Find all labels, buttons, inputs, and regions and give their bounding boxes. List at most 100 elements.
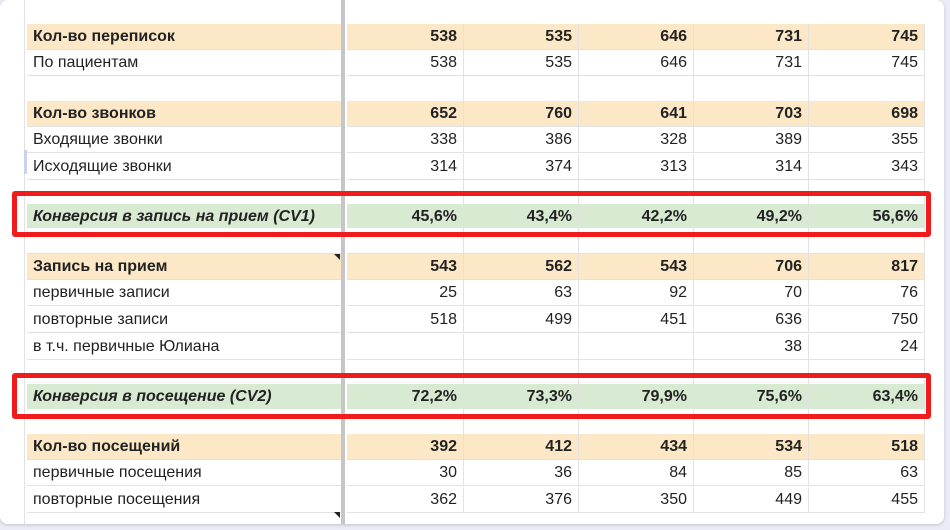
value-cell[interactable]: 499 xyxy=(464,307,579,333)
value-cell[interactable] xyxy=(809,409,925,435)
conversion-row: Конверсия в запись на прием (CV1) 45,6% 43… xyxy=(0,204,925,230)
value-cell[interactable]: 703 xyxy=(694,101,809,127)
value-cell[interactable]: 374 xyxy=(464,154,579,180)
value-cell[interactable]: 24 xyxy=(809,334,925,360)
row-label-cell[interactable] xyxy=(27,76,344,102)
row-selection-marker xyxy=(24,150,27,174)
value-cell[interactable]: 646 xyxy=(579,24,694,50)
value-cell[interactable] xyxy=(809,76,925,102)
value-cell[interactable]: 392 xyxy=(347,434,464,460)
value-cell[interactable]: 518 xyxy=(809,434,925,460)
value-cell[interactable]: 543 xyxy=(579,254,694,280)
value-cell[interactable]: 338 xyxy=(347,127,464,153)
value-cell[interactable]: 376 xyxy=(464,487,579,513)
value-cell[interactable]: 534 xyxy=(694,434,809,460)
row-label-cell[interactable]: Входящие звонки xyxy=(27,127,344,153)
value-cell[interactable]: 543 xyxy=(347,254,464,280)
value-cell[interactable]: 641 xyxy=(579,101,694,127)
value-cell[interactable]: 314 xyxy=(347,154,464,180)
value-cell[interactable]: 362 xyxy=(347,487,464,513)
row-label-cell[interactable]: повторные посещения xyxy=(27,487,344,513)
value-cell[interactable]: 535 xyxy=(464,24,579,50)
value-cell[interactable] xyxy=(347,409,464,435)
value-cell[interactable]: 455 xyxy=(809,487,925,513)
value-cell[interactable]: 646 xyxy=(579,50,694,76)
value-cell[interactable] xyxy=(464,334,579,360)
value-cell[interactable]: 43,4% xyxy=(464,204,579,230)
value-cell[interactable]: 313 xyxy=(579,154,694,180)
value-cell[interactable]: 760 xyxy=(464,101,579,127)
value-cell[interactable]: 92 xyxy=(579,280,694,306)
value-cell[interactable]: 386 xyxy=(464,127,579,153)
value-cell[interactable]: 63 xyxy=(809,460,925,486)
value-cell[interactable]: 652 xyxy=(347,101,464,127)
table-row: в т.ч. первичные Юлиана 38 24 xyxy=(0,334,925,360)
row-label-cell[interactable]: повторные записи xyxy=(27,307,344,333)
value-cell[interactable]: 518 xyxy=(347,307,464,333)
value-cell[interactable]: 70 xyxy=(694,280,809,306)
value-cell[interactable]: 42,2% xyxy=(579,204,694,230)
row-label-cell[interactable]: первичные посещения xyxy=(27,460,344,486)
value-cell[interactable]: 63 xyxy=(464,280,579,306)
value-cell[interactable] xyxy=(347,76,464,102)
value-cell[interactable]: 328 xyxy=(579,127,694,153)
value-cell[interactable]: 451 xyxy=(579,307,694,333)
value-cell[interactable]: 45,6% xyxy=(347,204,464,230)
value-cell[interactable]: 562 xyxy=(464,254,579,280)
cv2-highlight-box xyxy=(12,373,931,419)
value-cell[interactable] xyxy=(579,334,694,360)
row-label-cell[interactable]: первичные записи xyxy=(27,280,344,306)
value-cell[interactable]: 79,9% xyxy=(579,384,694,410)
value-cell[interactable]: 535 xyxy=(464,50,579,76)
value-cell[interactable]: 636 xyxy=(694,307,809,333)
row-label-cell[interactable]: Кол-во посещений xyxy=(27,434,344,460)
section-header-row: Запись на прием 543 562 543 706 817 xyxy=(0,254,925,280)
value-cell[interactable]: 731 xyxy=(694,24,809,50)
value-cell[interactable]: 343 xyxy=(809,154,925,180)
row-label-cell[interactable]: Кол-во переписок xyxy=(27,24,344,50)
value-cell[interactable] xyxy=(579,76,694,102)
value-cell[interactable]: 36 xyxy=(464,460,579,486)
row-header-edge xyxy=(24,0,25,524)
value-cell[interactable]: 355 xyxy=(809,127,925,153)
value-cell[interactable]: 314 xyxy=(694,154,809,180)
value-cell[interactable]: 75,6% xyxy=(694,384,809,410)
value-cell[interactable]: 73,3% xyxy=(464,384,579,410)
row-label-cell[interactable]: По пациентам xyxy=(27,50,344,76)
row-label-cell[interactable]: Конверсия в посещение (CV2) xyxy=(27,384,344,410)
value-cell[interactable] xyxy=(464,76,579,102)
value-cell[interactable]: 538 xyxy=(347,24,464,50)
value-cell[interactable]: 412 xyxy=(464,434,579,460)
value-cell[interactable]: 750 xyxy=(809,307,925,333)
value-cell[interactable]: 449 xyxy=(694,487,809,513)
value-cell[interactable]: 85 xyxy=(694,460,809,486)
frozen-column-divider[interactable] xyxy=(341,0,345,524)
cv1-highlight-box xyxy=(12,191,931,237)
value-cell[interactable]: 698 xyxy=(809,101,925,127)
value-cell[interactable]: 25 xyxy=(347,280,464,306)
note-indicator-icon[interactable] xyxy=(334,512,340,518)
value-cell[interactable]: 76 xyxy=(809,280,925,306)
value-cell[interactable] xyxy=(464,409,579,435)
row-label-cell[interactable]: в т.ч. первичные Юлиана xyxy=(27,334,344,360)
row-label-cell[interactable]: Кол-во звонков xyxy=(27,101,344,127)
value-cell[interactable]: 706 xyxy=(694,254,809,280)
row-label-cell[interactable]: Конверсия в запись на прием (CV1) xyxy=(27,204,344,230)
note-indicator-icon[interactable] xyxy=(334,254,340,260)
value-cell[interactable]: 30 xyxy=(347,460,464,486)
value-cell[interactable]: 350 xyxy=(579,487,694,513)
value-cell[interactable]: 817 xyxy=(809,254,925,280)
row-label-cell[interactable]: Запись на прием xyxy=(27,254,344,280)
value-cell[interactable]: 56,6% xyxy=(809,204,925,230)
value-cell[interactable]: 538 xyxy=(347,50,464,76)
value-cell[interactable]: 745 xyxy=(809,24,925,50)
row-label-cell[interactable]: Исходящие звонки xyxy=(27,154,344,180)
value-cell[interactable]: 389 xyxy=(694,127,809,153)
value-cell[interactable]: 745 xyxy=(809,50,925,76)
value-cell[interactable] xyxy=(347,334,464,360)
value-cell[interactable]: 38 xyxy=(694,334,809,360)
value-cell[interactable]: 731 xyxy=(694,50,809,76)
value-cell[interactable]: 84 xyxy=(579,460,694,486)
value-cell[interactable]: 434 xyxy=(579,434,694,460)
value-cell[interactable] xyxy=(694,76,809,102)
